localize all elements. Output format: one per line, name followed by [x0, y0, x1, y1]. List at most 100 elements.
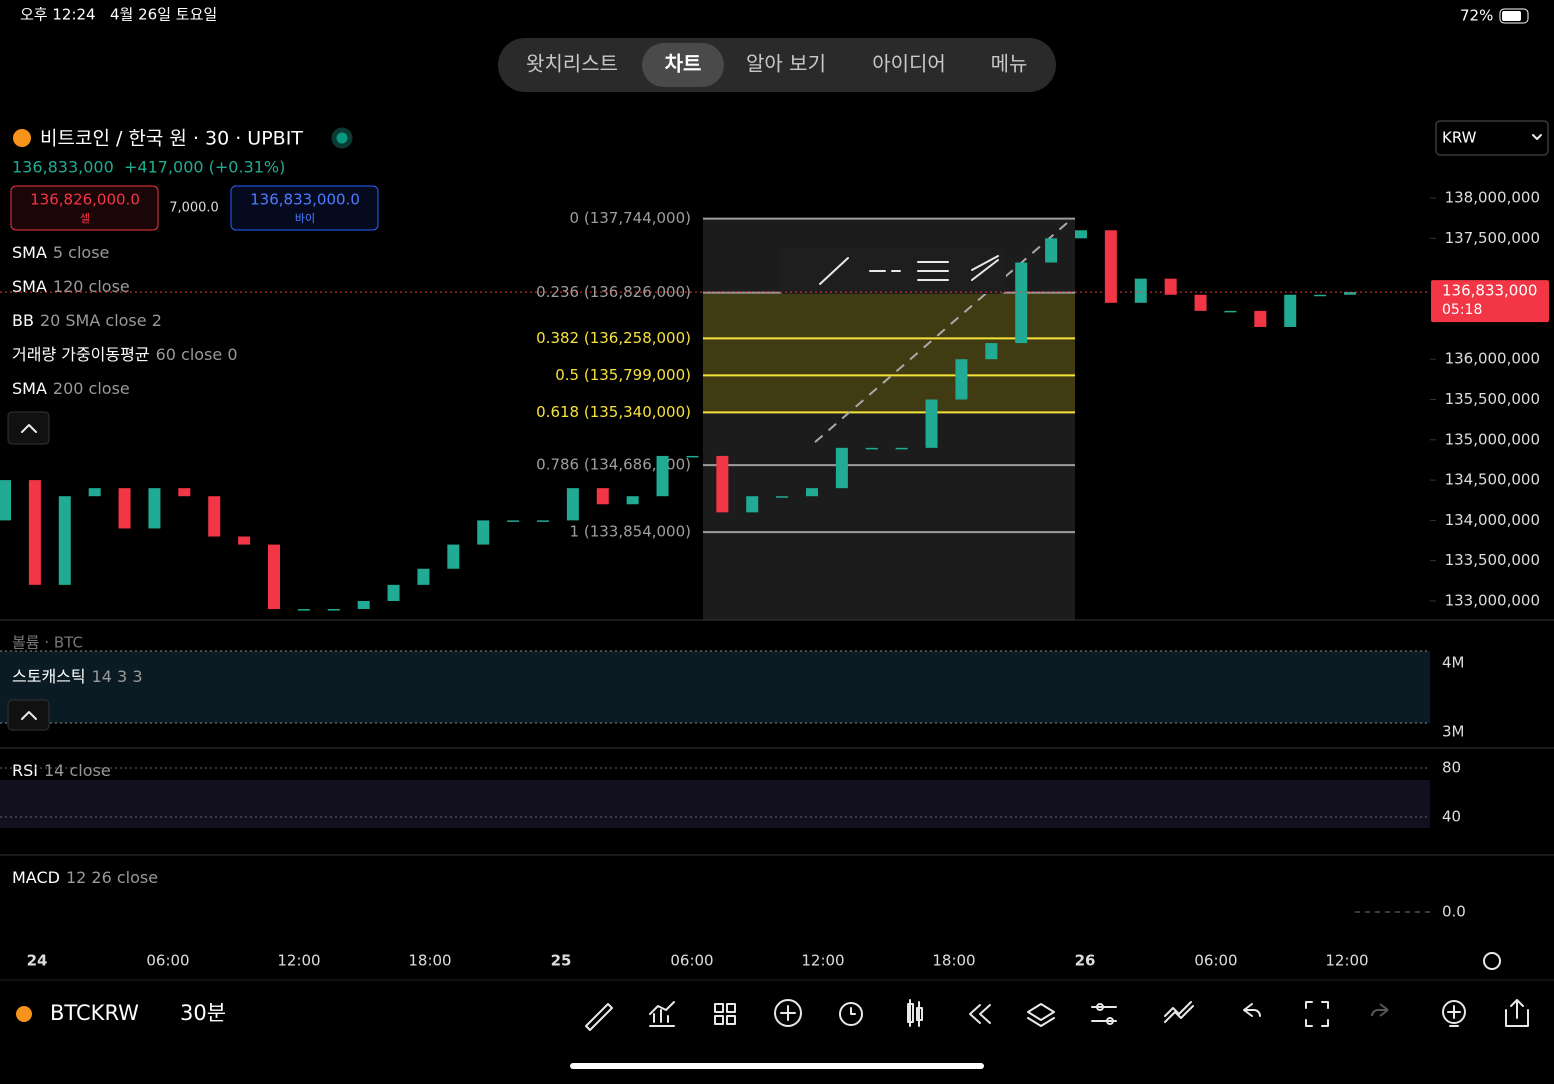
- candle: [686, 455, 699, 458]
- candle: [1164, 278, 1177, 295]
- fib-golden-zone: [703, 292, 1075, 413]
- candle: [716, 455, 729, 513]
- toolbar-icons[interactable]: [585, 999, 1529, 1031]
- buy-label[interactable]: 바이: [295, 212, 315, 225]
- candle: [835, 447, 848, 489]
- indicator-name: 거래량 가중이동평균: [12, 345, 150, 364]
- candle: [1284, 294, 1297, 327]
- tab[interactable]: 아이디어: [872, 52, 946, 76]
- tab-active-bg: [642, 43, 724, 87]
- x-tick-label: 06:00: [1194, 952, 1237, 970]
- y-tick-label: 134,000,000: [1445, 511, 1540, 529]
- candle: [148, 488, 161, 529]
- stoch-band: [0, 651, 1430, 723]
- indicator-params: 120 close: [53, 277, 130, 296]
- indicator-name: SMA: [12, 243, 47, 262]
- btc-icon: [16, 1006, 32, 1022]
- candle: [88, 488, 101, 497]
- rsi-label: RSI 14 close: [12, 761, 111, 780]
- x-tick-label: 12:00: [277, 952, 320, 970]
- candle: [477, 520, 490, 545]
- sell-label[interactable]: 셀: [80, 212, 90, 225]
- candle: [178, 488, 191, 497]
- tab[interactable]: 차트: [665, 52, 702, 76]
- y-tick-label: 135,000,000: [1445, 430, 1540, 448]
- candle: [417, 568, 430, 585]
- candle: [1075, 230, 1087, 239]
- candle: [1254, 310, 1267, 327]
- candle: [925, 399, 938, 448]
- volume-tick-label: 3M: [1442, 723, 1465, 741]
- fib-trend: [814, 217, 1073, 443]
- y-tick-label: 136,000,000: [1445, 350, 1540, 368]
- currency[interactable]: KRW: [1442, 129, 1477, 147]
- tab[interactable]: 메뉴: [991, 52, 1028, 76]
- volume-label: 볼륨 · BTC: [12, 634, 83, 652]
- x-tick-label: 24: [27, 952, 48, 970]
- macd-tick-label: 0.0: [1442, 903, 1466, 921]
- dropdown-arrow: [1532, 134, 1542, 140]
- candle: [806, 488, 818, 497]
- current-price-label: 136,833,000: [1442, 282, 1537, 300]
- collapse-button[interactable]: [7, 411, 50, 445]
- buy-price[interactable]: 136,833,000.0: [250, 191, 360, 209]
- candle: [746, 496, 759, 513]
- tab[interactable]: 알아 보기: [746, 52, 826, 76]
- fib-label: 0 (137,744,000): [570, 209, 691, 227]
- candle: [208, 496, 221, 537]
- symbol-title[interactable]: 비트코인 / 한국 원 · 30 · UPBIT: [40, 128, 303, 150]
- indicator-name: BB: [12, 311, 34, 330]
- candle: [447, 544, 460, 569]
- settings-icon[interactable]: [1483, 952, 1501, 970]
- candle: [118, 488, 131, 529]
- indicator-label: SMA 5 close: [12, 243, 109, 262]
- indicator-params: 20 SMA close 2: [40, 311, 162, 330]
- candle: [28, 480, 41, 585]
- candle: [596, 488, 609, 505]
- stoch-label: 스토캐스틱 14 3 3: [12, 667, 143, 686]
- bottom-interval[interactable]: 30분: [180, 1001, 226, 1025]
- candle: [297, 609, 310, 611]
- candle: [507, 520, 520, 522]
- collapse-icon: [21, 711, 37, 720]
- price-plot: [0, 230, 1356, 611]
- sell-price[interactable]: 136,826,000.0: [30, 191, 140, 209]
- candle: [1194, 294, 1207, 311]
- tabs: 왓치리스트 차트 알아 보기 아이디어 메뉴: [526, 52, 1027, 76]
- home-indicator: [570, 1063, 984, 1069]
- x-tick-label: 12:00: [1325, 952, 1368, 970]
- buy-button[interactable]: [230, 185, 379, 231]
- candle: [1134, 278, 1147, 303]
- battery-level: 72%: [1460, 7, 1493, 25]
- btc-icon: [13, 129, 31, 147]
- sell-button[interactable]: [10, 185, 159, 231]
- candle: [776, 496, 789, 498]
- candle: [1344, 292, 1356, 295]
- y-tick-label: 133,000,000: [1445, 591, 1540, 609]
- collapse-button[interactable]: [7, 699, 50, 731]
- x-tick-label: 26: [1075, 952, 1096, 970]
- market-status: [331, 127, 353, 149]
- candle: [537, 520, 549, 522]
- indicator-params: 200 close: [53, 379, 130, 398]
- bottom-symbol[interactable]: BTCKRW: [50, 1001, 139, 1025]
- x-tick-label: 18:00: [408, 952, 451, 970]
- fib-label: 0.786 (134,686,000): [536, 456, 691, 474]
- battery-icon: [1499, 8, 1529, 24]
- fib-label: 0.382 (136,258,000): [536, 329, 691, 347]
- y-tick-label: 138,000,000: [1445, 189, 1540, 207]
- rsi-band: [0, 780, 1430, 828]
- y-tick-label: 133,500,000: [1445, 551, 1540, 569]
- rsi-params: 14 close: [44, 761, 111, 780]
- rsi-tick-label: 40: [1442, 808, 1461, 826]
- macd-name: MACD: [12, 868, 60, 887]
- last-price: 136,833,000: [12, 158, 114, 177]
- x-tick-label: 12:00: [801, 952, 844, 970]
- tab[interactable]: 왓치리스트: [526, 52, 618, 76]
- rsi-tick-label: 80: [1442, 759, 1461, 777]
- fib-label: 0.618 (135,340,000): [536, 403, 691, 421]
- currency-select[interactable]: [1435, 120, 1549, 156]
- drawing-tools[interactable]: [819, 255, 999, 285]
- candle: [0, 480, 11, 521]
